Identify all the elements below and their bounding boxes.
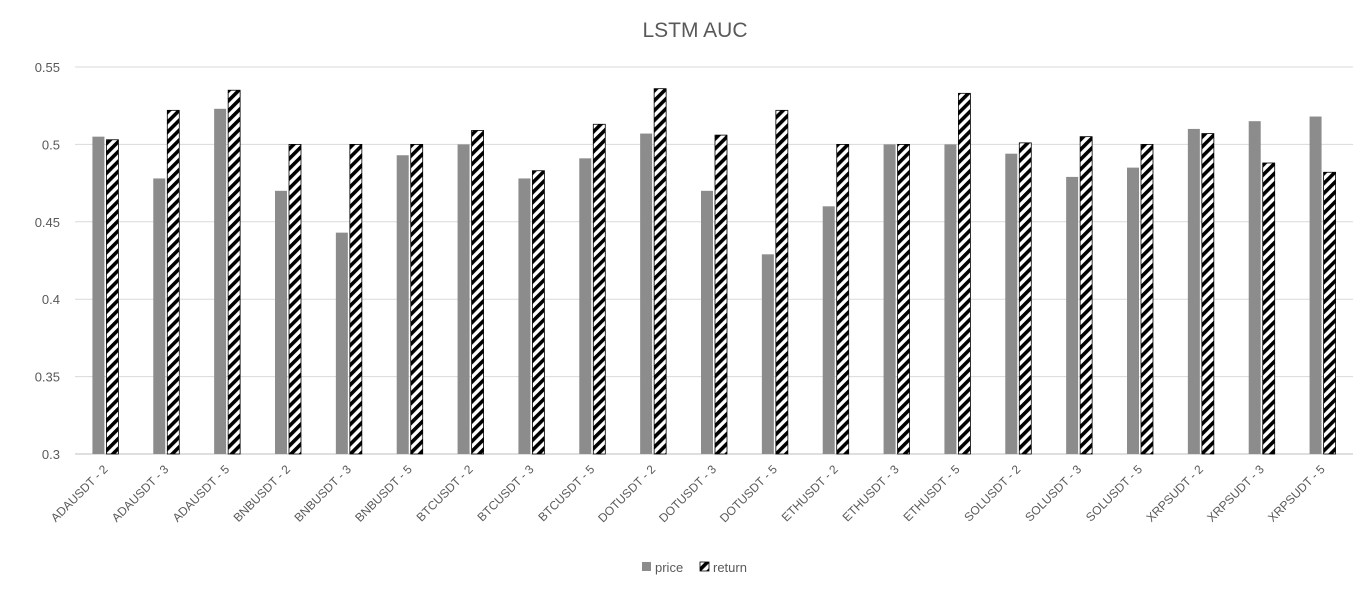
x-tick-label: SOLUSDT - 2 — [961, 462, 1023, 524]
bar-return-6 — [471, 130, 484, 455]
x-tick-label: ETHUSDT - 5 — [900, 462, 962, 524]
bar-price-17 — [1127, 167, 1139, 454]
bar-price-19 — [1248, 121, 1261, 455]
x-tick-label: SOLUSDT - 5 — [1083, 462, 1145, 524]
bar-price-2 — [214, 108, 227, 455]
x-tick-label: BNBUSDT - 5 — [352, 462, 415, 525]
x-tick-label: BTCUSDT - 2 — [414, 462, 476, 524]
bar-price-9 — [640, 133, 653, 454]
bar-price-7 — [518, 178, 531, 454]
bar-return-14 — [958, 92, 971, 455]
x-tick-label: ADAUSDT - 2 — [48, 462, 111, 525]
y-tick-label: 0.4 — [42, 292, 60, 307]
bar-return-17 — [1140, 143, 1154, 455]
y-tick-label: 0.45 — [35, 215, 60, 230]
bar-return-8 — [592, 123, 606, 455]
bar-price-0 — [92, 136, 105, 454]
bar-return-18 — [1201, 133, 1215, 455]
x-tick-label: BTCUSDT - 5 — [535, 462, 597, 524]
bar-price-5 — [396, 155, 409, 454]
bar-price-16 — [1066, 176, 1079, 454]
x-tick-label: ETHUSDT - 3 — [840, 462, 902, 524]
gridlines — [75, 66, 1353, 455]
x-tick-label: ADAUSDT - 5 — [170, 462, 233, 525]
y-tick-label: 0.35 — [35, 370, 60, 385]
legend-swatch-price — [642, 562, 651, 571]
bar-return-11 — [775, 109, 789, 455]
x-tick-label: ADAUSDT - 3 — [109, 462, 172, 525]
legend: price return — [642, 560, 747, 575]
bar-price-20 — [1309, 116, 1322, 454]
x-tick-label: XRPSUDT - 2 — [1143, 462, 1206, 525]
bar-return-9 — [653, 88, 667, 455]
y-tick-label: 0.55 — [35, 60, 60, 75]
bar-return-12 — [836, 143, 850, 455]
chart-title: LSTM AUC — [642, 19, 747, 42]
bar-price-15 — [1005, 153, 1018, 455]
legend-label-price: price — [655, 560, 683, 575]
bar-price-18 — [1187, 128, 1200, 455]
x-tick-label: XRPSUDT - 3 — [1204, 462, 1267, 525]
bar-return-13 — [897, 143, 910, 455]
bar-price-8 — [579, 158, 592, 454]
bar-price-6 — [457, 144, 470, 454]
y-axis-ticks: 0.3 0.35 0.4 0.45 0.5 0.55 — [35, 60, 60, 462]
y-tick-label: 0.3 — [42, 447, 60, 462]
bar-price-13 — [883, 144, 896, 454]
bar-return-4 — [349, 143, 363, 455]
x-tick-label: BTCUSDT - 3 — [474, 462, 536, 524]
x-tick-label: BNBUSDT - 3 — [291, 462, 354, 525]
x-tick-label: DOTUSDT - 3 — [656, 462, 719, 525]
bar-price-12 — [822, 206, 835, 454]
x-tick-label: BNBUSDT - 2 — [231, 462, 294, 525]
bar-price-4 — [335, 232, 348, 454]
bar-return-0 — [106, 139, 119, 455]
y-tick-label: 0.5 — [42, 137, 60, 152]
bar-return-10 — [714, 134, 728, 455]
bar-return-7 — [532, 170, 545, 455]
bars — [92, 88, 1336, 455]
bar-price-10 — [701, 190, 713, 454]
x-tick-label: SOLUSDT - 3 — [1022, 462, 1084, 524]
bar-return-20 — [1323, 171, 1336, 455]
bar-return-1 — [166, 109, 180, 455]
bar-price-3 — [275, 190, 287, 454]
x-tick-label: XRPSUDT - 5 — [1265, 462, 1328, 525]
bar-price-11 — [761, 254, 774, 454]
x-tick-label: DOTUSDT - 5 — [717, 462, 780, 525]
legend-swatch-return — [699, 561, 710, 572]
bar-return-5 — [410, 143, 424, 455]
bar-return-19 — [1262, 162, 1276, 455]
bar-return-16 — [1079, 136, 1093, 455]
legend-label-return: return — [713, 560, 747, 575]
bar-price-1 — [153, 178, 166, 454]
bar-price-14 — [944, 144, 957, 454]
x-tick-label: DOTUSDT - 2 — [595, 462, 658, 525]
x-tick-label: ETHUSDT - 2 — [779, 462, 841, 524]
bar-return-15 — [1018, 142, 1032, 455]
bar-return-2 — [227, 89, 241, 455]
bar-return-3 — [288, 143, 302, 455]
